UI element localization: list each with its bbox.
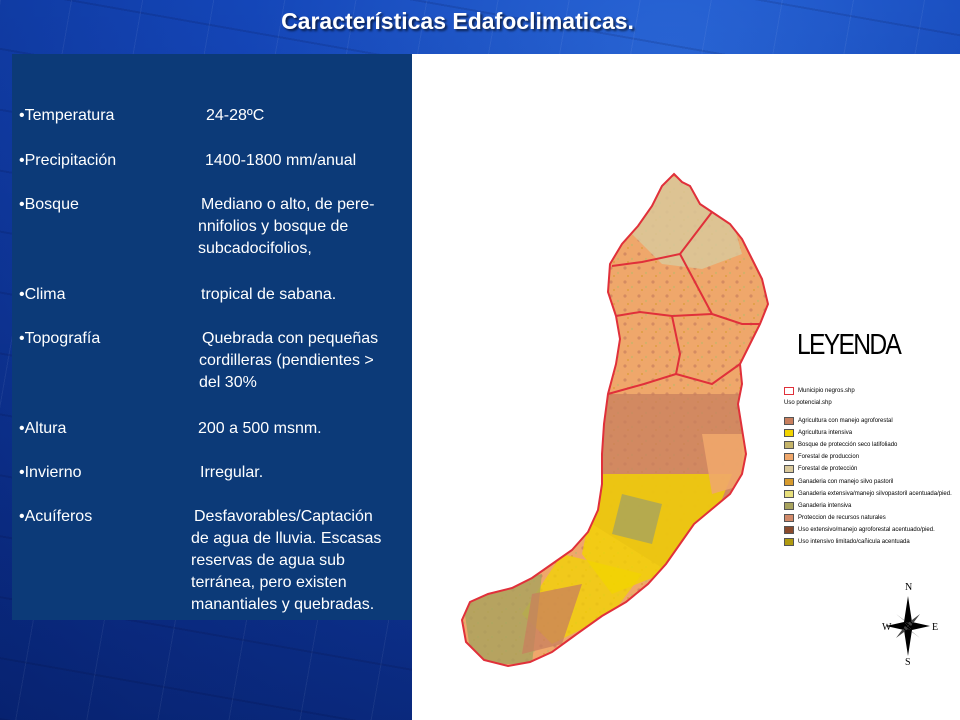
characteristics-panel: •Temperatura 24-28ºC •Precipitación 1400-18…	[12, 54, 420, 620]
legend-boundary-item: Municipio negros.shp	[784, 386, 954, 396]
legend-item-label: Proteccion de recursos naturales	[798, 514, 886, 521]
legend-item: Uso intensivo limitado/cañicula acentuad…	[784, 537, 954, 547]
legend-swatch	[784, 429, 794, 438]
compass-west-label: W	[882, 622, 892, 633]
legend-boundary-swatch	[784, 387, 794, 395]
characteristic-value: del 30%	[199, 374, 257, 391]
characteristic-value: 1400-1800 mm/anual	[205, 152, 357, 169]
compass-rose-icon	[886, 596, 930, 656]
legend-item-label: Ganaderia con manejo silvo pastoril	[798, 478, 894, 485]
characteristic-label: •Acuíferos	[19, 508, 93, 525]
characteristic-value: 24-28ºC	[206, 107, 265, 124]
legend-item: Uso extensivo/manejo agroforestal acentu…	[784, 525, 954, 535]
compass-east-label: E	[932, 622, 939, 633]
characteristic-value: 200 a 500 msnm.	[198, 420, 322, 437]
characteristic-value: terránea, pero existen	[191, 574, 347, 591]
legend-item-label: Forestal de produccion	[798, 454, 860, 461]
legend-swatch	[784, 525, 794, 534]
municipal-boundaries	[460, 172, 770, 668]
legend-item: Ganaderia con manejo silvo pastoril	[784, 477, 954, 487]
legend-item: Ganaderia intensiva	[784, 501, 954, 511]
slide-title: Características Edafoclimaticas.	[281, 8, 634, 34]
legend-swatch	[784, 501, 794, 510]
characteristic-label: •Bosque	[19, 196, 79, 213]
legend-swatch	[784, 538, 794, 546]
legend-boundary-label: Municipio negros.shp	[798, 388, 855, 394]
characteristic-value: de agua de lluvia. Escasas	[191, 530, 382, 547]
legend-swatch	[784, 441, 794, 450]
map-panel: LEYENDA Municipio negros.shp Uso potenci…	[412, 54, 960, 720]
legend-swatch	[784, 513, 794, 522]
legend-item-label: Agricultura intensiva	[798, 430, 853, 437]
characteristic-label: •Altura	[19, 420, 67, 437]
characteristic-label: •Invierno	[19, 464, 82, 481]
characteristic-value: Quebrada con pequeñas	[202, 330, 379, 347]
legend-swatch	[784, 489, 794, 498]
legend-item-label: Agricultura con manejo agroforestal	[798, 418, 893, 424]
characteristic-value: reservas de agua sub	[191, 552, 345, 569]
legend-item: Proteccion de recursos naturales	[784, 513, 954, 523]
legend-title: LEYENDA	[797, 329, 902, 361]
characteristic-label: •Temperatura	[19, 107, 115, 124]
characteristic-label: •Clima	[19, 286, 66, 303]
legend-item: Agricultura con manejo agroforestal	[784, 416, 954, 426]
legend-usage-layer: Uso potencial.shp	[784, 400, 832, 406]
characteristic-value: tropical de sabana.	[201, 286, 337, 303]
characteristic-value: manantiales y quebradas.	[191, 596, 375, 613]
characteristic-value: subcadocifolios,	[198, 240, 312, 257]
characteristic-label: •Precipitación	[19, 152, 117, 169]
compass-south-label: S	[905, 657, 911, 668]
legend-swatch	[784, 453, 794, 462]
legend-swatch	[784, 417, 794, 425]
legend-item: Agricultura intensiva	[784, 428, 954, 438]
characteristic-value: Irregular.	[200, 464, 264, 481]
characteristic-value: Desfavorables/Captación	[194, 508, 373, 525]
legend-item: Forestal de produccion	[784, 452, 954, 462]
region-map	[460, 172, 770, 668]
characteristic-label: •Topografía	[19, 330, 101, 347]
characteristic-value: Mediano o alto, de pere-	[201, 196, 375, 213]
legend-item: Ganaderia extensiva/manejo silvopastoril…	[784, 489, 954, 499]
legend-item-label: Bosque de protección seco latifoliado	[798, 442, 898, 449]
legend-item-label: Ganaderia extensiva/manejo silvopastoril…	[798, 490, 952, 497]
legend-swatch	[784, 465, 794, 474]
legend-item: Forestal de protección	[784, 464, 954, 474]
legend-item: Bosque de protección seco latifoliado	[784, 440, 954, 450]
legend-swatch	[784, 477, 794, 486]
legend-item-label: Uso extensivo/manejo agroforestal acentu…	[798, 526, 935, 533]
legend-item-label: Forestal de protección	[798, 466, 858, 473]
legend-item-label: Uso intensivo limitado/cañicula acentuad…	[798, 539, 910, 545]
characteristic-value: cordilleras (pendientes >	[199, 352, 374, 369]
compass-north-label: N	[905, 582, 913, 593]
characteristic-value: nnifolios y bosque de	[198, 218, 349, 235]
legend-item-label: Ganaderia intensiva	[798, 502, 852, 509]
